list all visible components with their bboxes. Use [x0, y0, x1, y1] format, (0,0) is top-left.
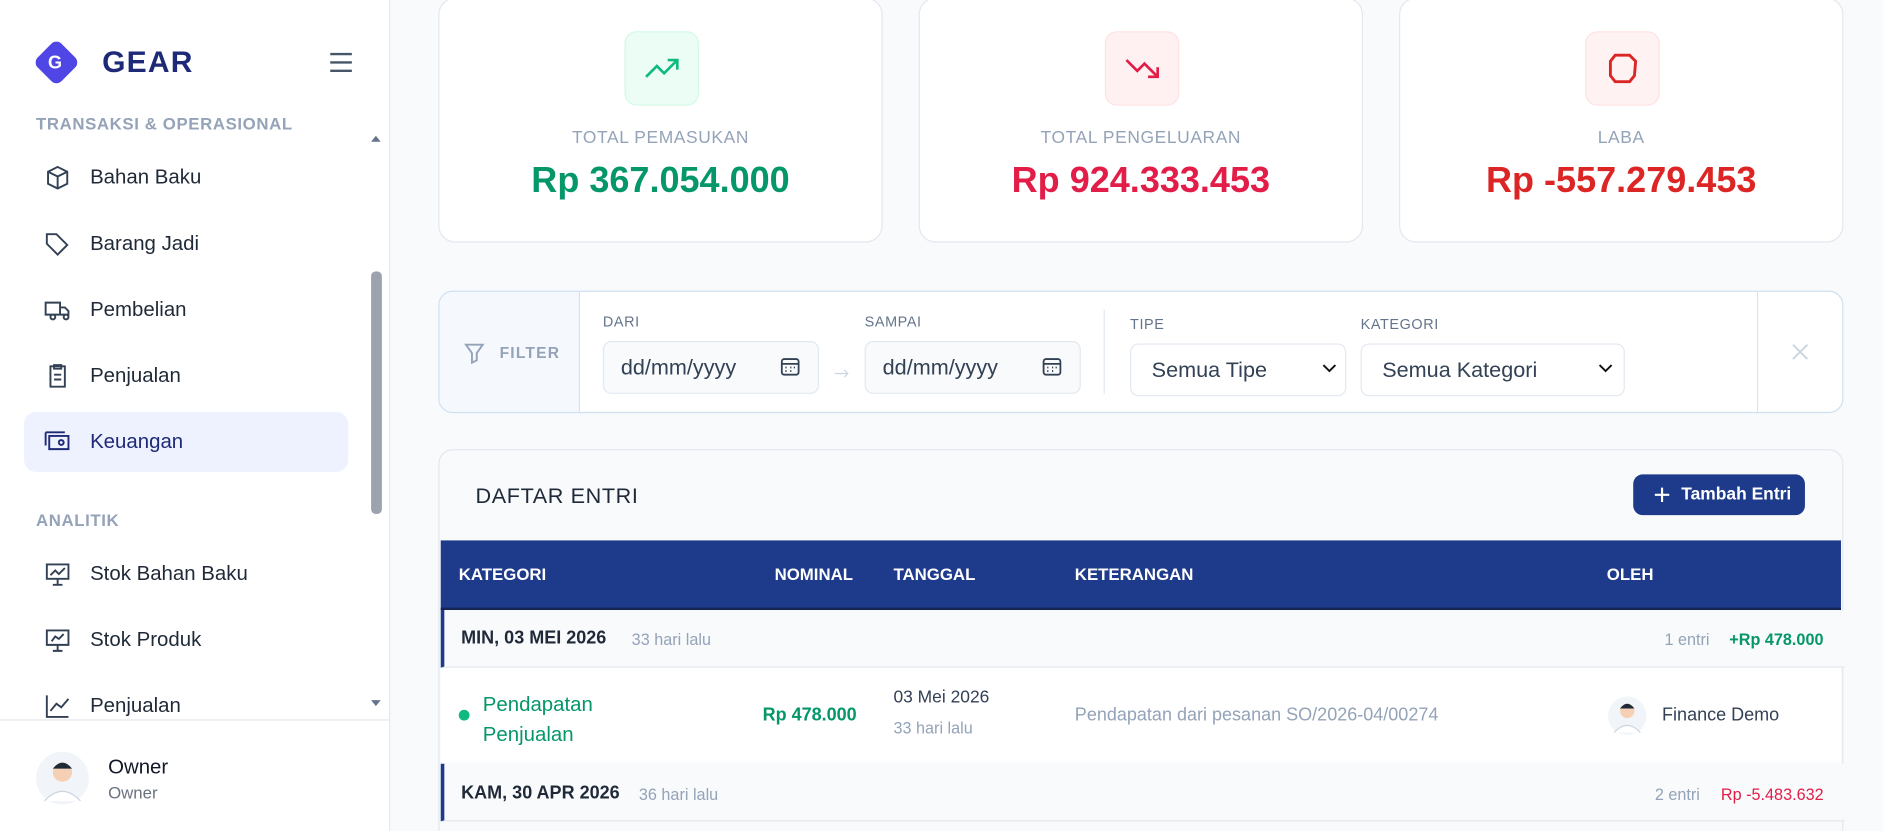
- nav-item[interactable]: Penjualan: [24, 346, 348, 406]
- date-input[interactable]: dd/mm/yyyy: [864, 341, 1081, 394]
- field-label: SAMPAI: [864, 313, 922, 331]
- nav-item[interactable]: Barang Jadi: [24, 214, 348, 274]
- filter-icon: [464, 343, 485, 364]
- select-value: Semua Tipe: [1151, 357, 1268, 382]
- group-total: Rp -5.483.632: [1720, 785, 1824, 804]
- nav-item-active[interactable]: Keuangan: [24, 411, 349, 472]
- stat-label: TOTAL PENGELUARAN: [1040, 128, 1242, 148]
- stat-value: Rp 924.333.453: [1011, 160, 1271, 201]
- group-header: [440, 763, 1845, 822]
- nav-label: Stok Bahan Baku: [90, 562, 248, 585]
- stat-label: TOTAL PEMASUKAN: [571, 128, 750, 148]
- entry-note: Pendapatan dari pesanan SO/2026-04/00274: [1074, 704, 1439, 726]
- stat-value: Rp -557.279.453: [1486, 160, 1757, 201]
- entry-row[interactable]: [440, 667, 1841, 763]
- range-arrow: [834, 369, 849, 378]
- section-title: TRANSAKSI & OPERASIONAL: [36, 114, 293, 134]
- group-total: +Rp 478.000: [1729, 630, 1824, 649]
- nav-label: Stok Produk: [90, 628, 202, 651]
- scrollbar[interactable]: [366, 126, 385, 720]
- group-count: 1 entri: [1664, 630, 1710, 649]
- nav-item[interactable]: Stok Produk: [24, 610, 348, 670]
- placeholder: dd/mm/yyyy: [620, 355, 737, 380]
- group-ago: 33 hari lalu: [631, 630, 711, 649]
- avatar: [36, 751, 89, 805]
- entry-date: 03 Mei 2026: [893, 688, 990, 708]
- column-header: KATEGORI: [458, 564, 547, 584]
- user-role: Owner: [108, 782, 158, 803]
- section-title: ANALITIK: [36, 510, 120, 530]
- divider: [1756, 291, 1759, 412]
- nav-item[interactable]: Penjualan: [24, 676, 348, 718]
- brand: GEAR: [102, 45, 194, 80]
- nav-label: Bahan Baku: [90, 165, 202, 189]
- filter-label: FILTER: [499, 343, 561, 362]
- nav-label: Barang Jadi: [90, 231, 200, 255]
- status-dot: [458, 709, 470, 721]
- nav-item[interactable]: Stok Bahan Baku: [24, 544, 348, 604]
- nav-item[interactable]: Pembelian: [24, 280, 348, 340]
- stat-card: TOTAL PEMASUKAN Rp 367.054.000: [438, 0, 883, 243]
- field-label: TIPE: [1130, 315, 1165, 333]
- user-name: Owner: [108, 755, 169, 779]
- entry-ago: 33 hari lalu: [893, 719, 973, 738]
- entry-category: Pendapatan Penjualan: [482, 692, 593, 746]
- filter-label-box: FILTER: [439, 291, 581, 412]
- group-ago: 36 hari lalu: [638, 785, 719, 804]
- stat-card: LABA Rp -557.279.453: [1399, 0, 1844, 243]
- nav-label: Pembelian: [90, 297, 187, 321]
- menu-toggle[interactable]: [328, 52, 354, 74]
- panel-title: DAFTAR ENTRI: [475, 483, 639, 508]
- entry-amount: Rp 478.000: [762, 704, 857, 726]
- sidebar: G GEAR TRANSAKSI & OPERASIONAL Bahan Bak…: [0, 0, 391, 831]
- date-input[interactable]: dd/mm/yyyy: [602, 341, 820, 394]
- field-label: DARI: [602, 313, 640, 331]
- logo-letter: G: [48, 52, 63, 74]
- button-label: Tambah Entri: [1681, 485, 1792, 505]
- nav: TRANSAKSI & OPERASIONAL Bahan Baku Baran…: [0, 114, 366, 718]
- table-header: [440, 540, 1841, 611]
- user-avatar: [1608, 696, 1647, 735]
- nav-label: Penjualan: [90, 694, 181, 717]
- select-value: Semua Kategori: [1382, 357, 1538, 382]
- filter-bar: FILTER DARI dd/mm/yyyy SAMPAI dd/mm/yyyy…: [438, 290, 1844, 414]
- category-select[interactable]: Semua Kategori: [1360, 343, 1625, 397]
- group-date: MIN, 03 MEI 2026: [461, 628, 607, 649]
- group-count: 2 entri: [1654, 785, 1700, 804]
- nav-label: Keuangan: [90, 429, 184, 453]
- entry-user: Finance Demo: [1662, 704, 1780, 726]
- group-date: KAM, 30 APR 2026: [461, 782, 620, 804]
- divider: [0, 719, 390, 721]
- field-label: KATEGORI: [1360, 315, 1439, 333]
- placeholder: dd/mm/yyyy: [882, 355, 998, 380]
- nav-item[interactable]: Bahan Baku: [24, 148, 348, 208]
- stat-card: TOTAL PENGELUARAN Rp 924.333.453: [918, 0, 1364, 243]
- clear-filter[interactable]: [1792, 343, 1809, 360]
- column-header: NOMINAL: [774, 564, 854, 584]
- column-header: KETERANGAN: [1074, 564, 1194, 584]
- add-button[interactable]: Tambah Entri: [1633, 474, 1805, 516]
- type-select[interactable]: Semua Tipe: [1130, 343, 1347, 397]
- column-header: OLEH: [1606, 564, 1654, 584]
- divider: [1103, 309, 1105, 394]
- stat-value: Rp 367.054.000: [531, 160, 790, 201]
- nav-label: Penjualan: [90, 363, 181, 387]
- stat-label: LABA: [1597, 128, 1645, 148]
- logo: [35, 41, 78, 84]
- column-header: TANGGAL: [893, 564, 976, 584]
- group-header: [440, 610, 1845, 668]
